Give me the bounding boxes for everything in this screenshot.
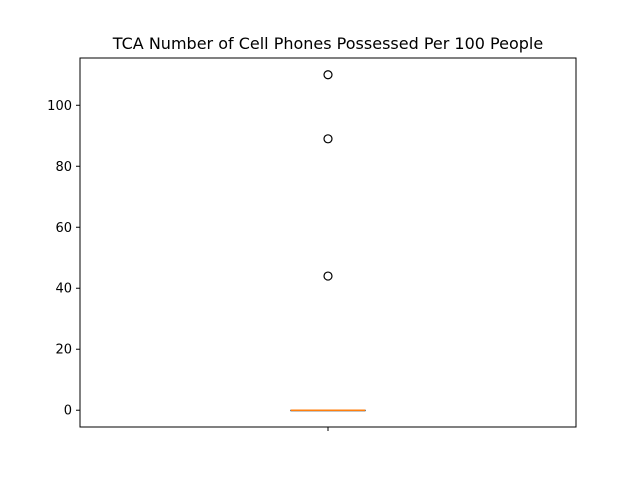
plot-area: 0 20 40 60 80 100	[47, 57, 577, 431]
y-tick-label: 40	[55, 282, 72, 297]
chart-title: TCA Number of Cell Phones Possessed Per …	[112, 34, 543, 53]
outlier-point	[323, 271, 333, 281]
plot-frame	[79, 57, 577, 428]
outlier-point	[323, 70, 333, 80]
outlier-point	[323, 134, 333, 144]
y-tick-label: 0	[64, 404, 72, 419]
y-tick-label: 100	[47, 99, 72, 114]
y-tick-label: 80	[55, 160, 72, 175]
y-tick-label: 60	[55, 221, 72, 236]
y-tick-label: 20	[55, 343, 72, 358]
